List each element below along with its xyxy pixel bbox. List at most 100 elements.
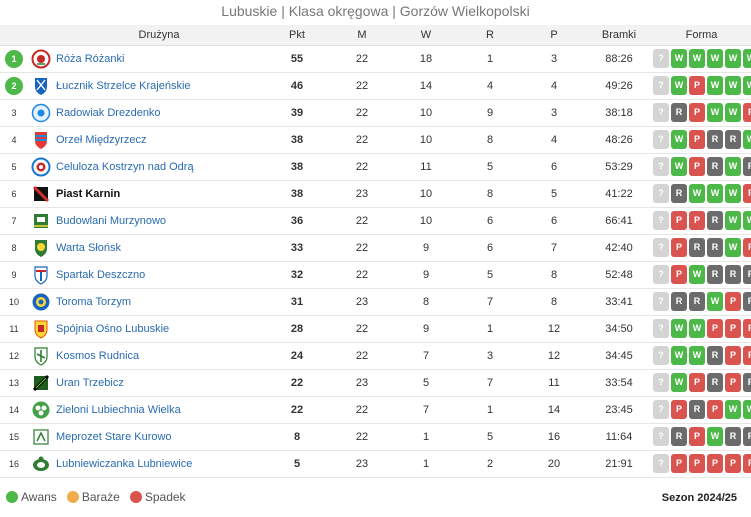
form-loss-badge[interactable]: P [671,400,687,419]
team-link[interactable]: Lubniewiczanka Lubniewice [56,457,193,470]
form-loss-badge[interactable]: P [743,346,751,365]
team-link[interactable]: Róża Różanki [56,52,125,65]
form-loss-badge[interactable]: P [689,76,705,95]
form-draw-badge[interactable]: R [725,427,741,446]
form-loss-badge[interactable]: P [707,400,723,419]
form-win-badge[interactable]: W [725,157,741,176]
team-link[interactable]: Spójnia Ośno Lubuskie [56,322,170,335]
form-draw-badge[interactable]: R [707,373,723,392]
form-draw-badge[interactable]: R [743,373,751,392]
team-link[interactable]: Budowlani Murzynowo [56,214,167,227]
form-draw-badge[interactable]: R [671,184,687,203]
form-win-badge[interactable]: W [725,400,741,419]
team-link[interactable]: Kosmos Rudnica [56,349,140,362]
form-draw-badge[interactable]: R [689,400,705,419]
form-loss-badge[interactable]: P [743,238,751,257]
form-upcoming-badge[interactable]: ? [653,319,669,338]
form-loss-badge[interactable]: P [725,373,741,392]
form-win-badge[interactable]: W [743,400,751,419]
form-loss-badge[interactable]: P [725,454,741,473]
form-win-badge[interactable]: W [725,211,741,230]
form-upcoming-badge[interactable]: ? [653,400,669,419]
form-loss-badge[interactable]: P [689,157,705,176]
form-win-badge[interactable]: W [707,49,723,68]
form-win-badge[interactable]: W [671,319,687,338]
form-win-badge[interactable]: W [725,76,741,95]
form-draw-badge[interactable]: R [743,265,751,284]
form-draw-badge[interactable]: R [725,265,741,284]
form-draw-badge[interactable]: R [743,427,751,446]
form-win-badge[interactable]: W [725,238,741,257]
form-win-badge[interactable]: W [725,103,741,122]
form-upcoming-badge[interactable]: ? [653,346,669,365]
form-draw-badge[interactable]: R [689,292,705,311]
form-win-badge[interactable]: W [707,103,723,122]
form-draw-badge[interactable]: R [743,157,751,176]
form-loss-badge[interactable]: P [707,454,723,473]
form-loss-badge[interactable]: P [671,265,687,284]
form-draw-badge[interactable]: R [707,211,723,230]
team-link[interactable]: Spartak Deszczno [56,268,146,281]
form-draw-badge[interactable]: R [671,292,687,311]
form-loss-badge[interactable]: P [743,103,751,122]
form-win-badge[interactable]: W [689,184,705,203]
form-loss-badge[interactable]: P [689,211,705,230]
form-upcoming-badge[interactable]: ? [653,427,669,446]
form-win-badge[interactable]: W [725,49,741,68]
form-upcoming-badge[interactable]: ? [653,211,669,230]
form-win-badge[interactable]: W [743,130,751,149]
form-loss-badge[interactable]: P [689,427,705,446]
team-link[interactable]: Celuloza Kostrzyn nad Odrą [56,160,194,173]
team-link[interactable]: Meprozet Stare Kurowo [56,430,172,443]
team-link[interactable]: Toroma Torzym [56,295,131,308]
form-upcoming-badge[interactable]: ? [653,265,669,284]
form-draw-badge[interactable]: R [689,238,705,257]
form-loss-badge[interactable]: P [689,103,705,122]
form-win-badge[interactable]: W [743,211,751,230]
form-draw-badge[interactable]: R [707,346,723,365]
form-win-badge[interactable]: W [743,49,751,68]
team-link[interactable]: Radowiak Drezdenko [56,106,161,119]
form-upcoming-badge[interactable]: ? [653,49,669,68]
form-win-badge[interactable]: W [707,427,723,446]
form-draw-badge[interactable]: R [671,427,687,446]
form-upcoming-badge[interactable]: ? [653,103,669,122]
form-loss-badge[interactable]: P [707,319,723,338]
form-win-badge[interactable]: W [707,184,723,203]
form-win-badge[interactable]: W [671,157,687,176]
form-loss-badge[interactable]: P [671,238,687,257]
team-link[interactable]: Uran Trzebicz [56,376,124,389]
form-loss-badge[interactable]: P [743,319,751,338]
form-draw-badge[interactable]: R [671,103,687,122]
form-win-badge[interactable]: W [689,346,705,365]
form-draw-badge[interactable]: R [707,238,723,257]
form-win-badge[interactable]: W [671,130,687,149]
form-upcoming-badge[interactable]: ? [653,157,669,176]
form-loss-badge[interactable]: P [743,454,751,473]
team-link[interactable]: Zieloni Lubiechnia Wielka [56,403,181,416]
form-loss-badge[interactable]: P [671,454,687,473]
form-upcoming-badge[interactable]: ? [653,76,669,95]
form-loss-badge[interactable]: P [725,346,741,365]
form-draw-badge[interactable]: R [743,292,751,311]
form-win-badge[interactable]: W [689,49,705,68]
form-upcoming-badge[interactable]: ? [653,292,669,311]
form-win-badge[interactable]: W [743,76,751,95]
form-upcoming-badge[interactable]: ? [653,238,669,257]
form-loss-badge[interactable]: P [689,373,705,392]
form-draw-badge[interactable]: R [707,130,723,149]
form-loss-badge[interactable]: P [689,454,705,473]
form-win-badge[interactable]: W [671,346,687,365]
form-win-badge[interactable]: W [689,265,705,284]
form-draw-badge[interactable]: R [725,130,741,149]
form-draw-badge[interactable]: R [707,265,723,284]
form-loss-badge[interactable]: P [725,292,741,311]
form-draw-badge[interactable]: R [707,157,723,176]
form-loss-badge[interactable]: P [725,319,741,338]
form-win-badge[interactable]: W [671,49,687,68]
team-link[interactable]: Łucznik Strzelce Krajeńskie [56,79,191,92]
form-upcoming-badge[interactable]: ? [653,130,669,149]
form-upcoming-badge[interactable]: ? [653,184,669,203]
form-win-badge[interactable]: W [671,373,687,392]
form-upcoming-badge[interactable]: ? [653,373,669,392]
